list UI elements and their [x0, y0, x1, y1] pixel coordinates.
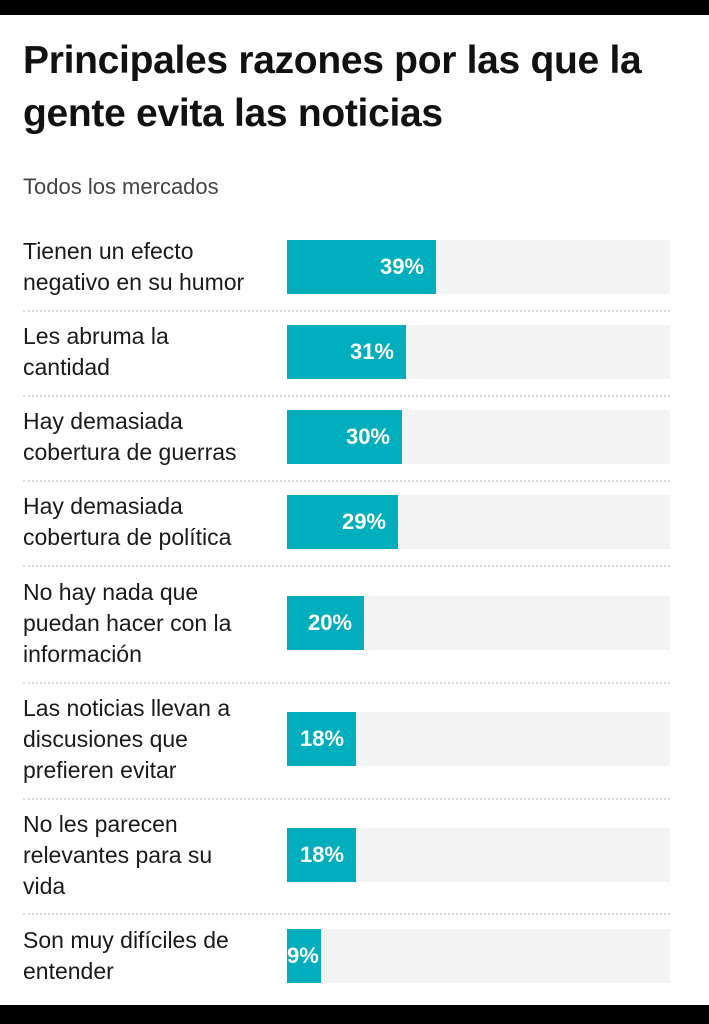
- bar-track: 9%: [287, 929, 670, 983]
- bar-track: 18%: [287, 712, 670, 766]
- bar-track: 30%: [287, 410, 670, 464]
- category-label-line: No hay nada que: [23, 579, 199, 605]
- category-label: Las noticias llevan a discusiones que pref…: [23, 693, 278, 786]
- category-label-line: vida: [23, 873, 66, 899]
- row-separator: [23, 395, 670, 397]
- row-separator: [23, 682, 670, 684]
- category-label-line: Las noticias llevan a: [23, 695, 231, 721]
- category-label: No les parecen relevantes para su vida: [23, 809, 278, 902]
- category-label: Les abruma la cantidad: [23, 321, 278, 383]
- bar: [287, 410, 402, 464]
- data-label: 31%: [349, 339, 394, 364]
- bar: [287, 596, 364, 650]
- category-label-line: Hay demasiada: [23, 408, 183, 434]
- chart-subtitle: Todos los mercados: [23, 174, 219, 199]
- category-label-line: cantidad: [23, 354, 110, 380]
- row-separator: [23, 310, 670, 312]
- bar-track: 39%: [287, 240, 670, 294]
- category-label-line: Tienen un efecto: [23, 238, 194, 264]
- bar: [287, 325, 406, 379]
- category-label-line: negativo en su humor: [23, 269, 245, 295]
- bar: [287, 240, 436, 294]
- category-label-line: Hay demasiada: [23, 493, 183, 519]
- category-label-line: Son muy difíciles de: [23, 927, 229, 953]
- data-label: 20%: [307, 610, 352, 635]
- category-label-line: entender: [23, 958, 114, 984]
- bar: [287, 929, 321, 983]
- data-label: 18%: [299, 842, 344, 867]
- row-separator: [23, 565, 670, 567]
- category-label-line: Les abruma la: [23, 323, 169, 349]
- data-label: 30%: [345, 424, 390, 449]
- data-label: 9%: [287, 943, 319, 968]
- row-separator: [23, 798, 670, 800]
- data-label: 39%: [379, 254, 424, 279]
- bottom-black-band: [0, 1005, 709, 1024]
- category-label-line: puedan hacer con la: [23, 610, 232, 636]
- category-label: Hay demasiada cobertura de guerras: [23, 406, 278, 468]
- bar: [287, 828, 356, 882]
- row-separator: [23, 913, 670, 915]
- row-separator: [23, 480, 670, 482]
- category-label-line: No les parecen: [23, 811, 178, 837]
- category-label-line: cobertura de guerras: [23, 439, 237, 465]
- chart-title: Principales razones por las que la gente…: [23, 39, 642, 135]
- category-label: No hay nada que puedan hacer con la inform…: [23, 577, 278, 670]
- bar-track: 20%: [287, 596, 670, 650]
- category-label-line: discusiones que: [23, 726, 188, 752]
- bar: [287, 712, 356, 766]
- data-label: 29%: [341, 509, 386, 534]
- category-label-line: cobertura de política: [23, 524, 232, 550]
- bar-track: 31%: [287, 325, 670, 379]
- category-label-line: información: [23, 641, 142, 667]
- category-label-line: prefieren evitar: [23, 757, 177, 783]
- bar: [287, 495, 398, 549]
- category-label: Hay demasiada cobertura de política: [23, 491, 278, 553]
- bar-track: 18%: [287, 828, 670, 882]
- category-label: Son muy difíciles de entender: [23, 925, 278, 987]
- category-label: Tienen un efecto negativo en su humor: [23, 236, 278, 298]
- category-label-line: relevantes para su: [23, 842, 213, 868]
- data-label: 18%: [299, 726, 344, 751]
- bar-track: 29%: [287, 495, 670, 549]
- top-black-band: [0, 0, 709, 15]
